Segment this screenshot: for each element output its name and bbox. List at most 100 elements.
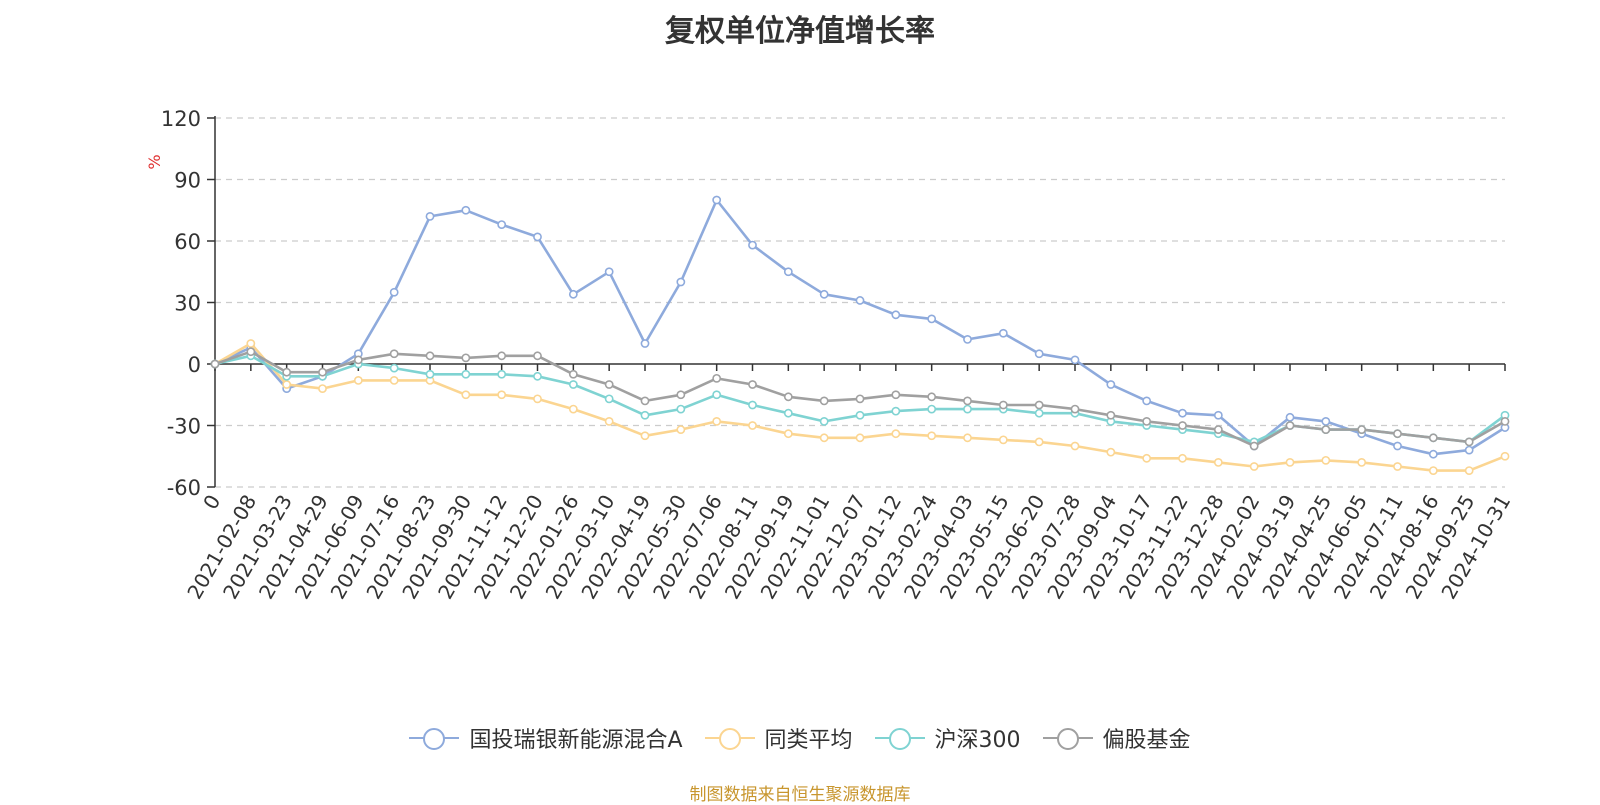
data-point: [1428, 449, 1438, 459]
data-point: [748, 380, 757, 389]
x-tick-label: 0: [198, 491, 225, 514]
data-point: [568, 404, 578, 414]
data-point: [1393, 429, 1402, 439]
data-point: [819, 396, 829, 406]
data-point: [1357, 425, 1367, 434]
data-point: [246, 347, 256, 357]
data-point: [891, 310, 901, 320]
data-point: [963, 334, 972, 344]
data-point: [1142, 453, 1152, 463]
legend-marker-icon: [409, 728, 460, 750]
data-point: [1285, 412, 1295, 422]
data-point: [1321, 455, 1331, 465]
data-source-note: 制图数据来自恒生聚源数据库: [689, 785, 911, 805]
data-point: [461, 205, 471, 215]
data-point: [389, 349, 399, 359]
axes: -60-30030609012002021-02-082021-03-23202…: [161, 107, 1515, 603]
legend-label: 国投瑞银新能源混合A: [469, 728, 683, 753]
data-point: [676, 425, 686, 434]
y-tick-label: 60: [174, 230, 201, 254]
data-point: [318, 367, 327, 377]
data-point: [533, 394, 542, 404]
data-point: [819, 289, 829, 299]
data-point: [676, 404, 686, 414]
data-point: [389, 363, 399, 373]
data-point: [1213, 425, 1223, 434]
data-point: [1393, 462, 1402, 471]
legend: 国投瑞银新能源混合A 同类平均 沪深300 偏股基金: [0, 722, 1600, 754]
data-point: [676, 277, 686, 287]
data-point: [998, 435, 1008, 445]
data-point: [819, 416, 829, 426]
data-point: [1034, 437, 1044, 447]
data-point: [568, 380, 578, 389]
series-lines: [210, 195, 1510, 475]
data-point: [461, 369, 471, 379]
data-point: [1464, 437, 1474, 447]
data-point: [389, 375, 399, 385]
data-point: [1106, 447, 1116, 457]
data-point: [353, 355, 363, 365]
data-point: [998, 328, 1008, 338]
data-point: [1106, 380, 1116, 389]
data-point: [210, 359, 220, 369]
data-point: [748, 240, 757, 250]
data-point: [1464, 445, 1474, 455]
data-point: [963, 433, 972, 443]
data-point: [318, 384, 327, 393]
data-point: [1321, 425, 1331, 434]
data-point: [425, 369, 435, 379]
data-point: [282, 380, 292, 389]
data-point: [1464, 466, 1474, 475]
data-point: [712, 373, 722, 383]
data-point: [855, 433, 865, 443]
data-point: [1500, 416, 1510, 426]
data-point: [927, 314, 937, 324]
legend-item-peer-average[interactable]: 同类平均: [704, 722, 853, 754]
data-point: [461, 353, 471, 363]
data-point: [1213, 410, 1223, 420]
data-point: [855, 394, 865, 404]
legend-label: 同类平均: [764, 728, 853, 753]
data-point: [927, 431, 937, 441]
chart-title: 复权单位净值增长率: [665, 14, 935, 49]
y-axis-unit-label: %: [145, 154, 164, 169]
data-point: [425, 211, 435, 221]
data-point: [1142, 416, 1152, 426]
y-tick-label: -60: [167, 476, 201, 500]
data-point: [1213, 457, 1223, 467]
data-point: [497, 220, 507, 229]
data-point: [1034, 400, 1044, 410]
data-point: [353, 375, 363, 385]
data-point: [640, 410, 650, 420]
y-tick-label: 30: [174, 292, 201, 316]
legend-item-fund[interactable]: 国投瑞银新能源混合A: [409, 722, 683, 754]
legend-item-equity-funds[interactable]: 偏股基金: [1042, 722, 1191, 754]
legend-label: 沪深300: [934, 728, 1021, 753]
data-point: [1249, 462, 1259, 471]
data-point: [1070, 441, 1080, 451]
data-point: [783, 267, 793, 277]
data-point: [1428, 433, 1438, 443]
legend-label: 偏股基金: [1102, 728, 1191, 753]
y-tick-label: 90: [174, 169, 201, 193]
data-point: [748, 400, 757, 410]
data-point: [891, 406, 901, 416]
data-point: [1393, 441, 1402, 451]
data-point: [1178, 408, 1187, 418]
legend-item-csi300[interactable]: 沪深300: [874, 722, 1021, 754]
data-point: [712, 390, 722, 400]
data-point: [712, 416, 722, 426]
data-point: [282, 367, 292, 377]
data-point: [1249, 441, 1259, 451]
y-tick-label: 0: [188, 353, 201, 377]
data-point: [1142, 396, 1152, 406]
y-tick-label: -30: [167, 415, 201, 439]
data-point: [1034, 408, 1044, 418]
data-point: [1285, 421, 1295, 430]
legend-marker-icon: [1042, 728, 1093, 750]
data-point: [1500, 451, 1510, 461]
data-point: [783, 408, 793, 418]
data-point: [1285, 457, 1295, 467]
